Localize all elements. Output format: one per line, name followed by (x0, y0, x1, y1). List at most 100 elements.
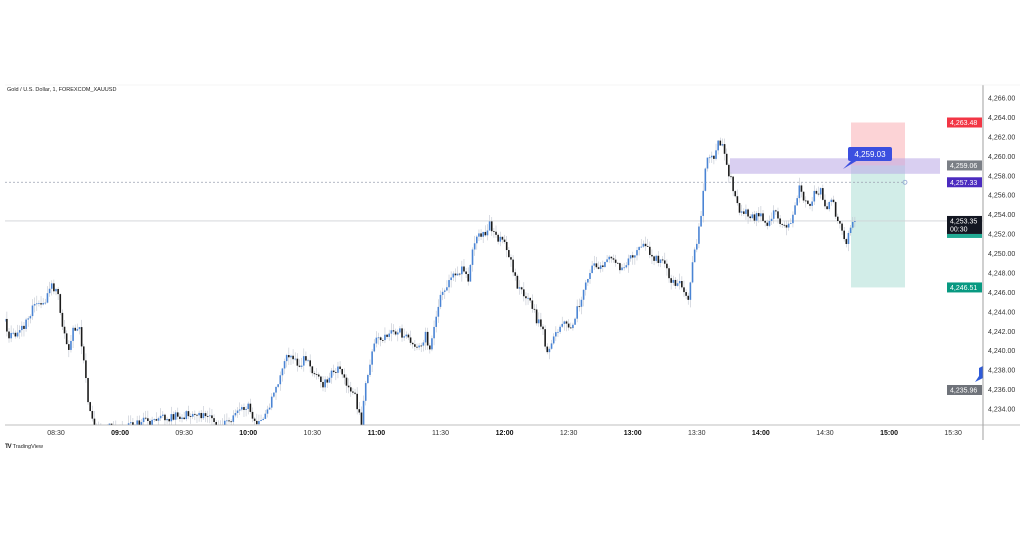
candle (330, 367, 333, 384)
candle-body (179, 416, 181, 419)
candle-body (386, 334, 388, 337)
candle (371, 349, 373, 373)
candle-body (10, 332, 12, 339)
candle-body (320, 376, 322, 382)
candle (514, 268, 517, 281)
candle-body (208, 415, 211, 417)
price-tick-label: 4,248.00 (988, 270, 1015, 277)
price-label-text: 4,263.48 (950, 120, 977, 127)
candle (589, 269, 591, 284)
candle-body (480, 233, 482, 237)
candle-body (375, 337, 378, 344)
candle-body (185, 411, 188, 420)
candle-body (96, 426, 98, 434)
candle (715, 143, 717, 161)
candle-body (779, 218, 781, 224)
candle (25, 317, 27, 332)
candle (606, 254, 608, 263)
candle (309, 354, 311, 373)
candle (691, 256, 694, 284)
candle-body (702, 190, 705, 216)
candle-body (251, 411, 254, 419)
candle (678, 273, 681, 290)
candle-body (689, 282, 692, 300)
candle (157, 416, 160, 425)
candle-body (841, 223, 843, 231)
candle (187, 405, 190, 420)
candle (787, 220, 790, 231)
candle-body (78, 327, 81, 330)
candle-body (738, 203, 741, 213)
candle (14, 330, 17, 339)
candle-body (651, 254, 653, 257)
candle (578, 298, 581, 312)
candle-body (232, 415, 235, 422)
alert-marker-icon (902, 179, 908, 185)
candle-body (770, 218, 773, 221)
candle-body (557, 331, 559, 333)
candle-body (510, 257, 512, 260)
candle-body (587, 278, 589, 283)
candle-body (781, 223, 784, 225)
candle (446, 280, 448, 292)
candle-body (115, 426, 117, 428)
candle (604, 261, 606, 268)
candle (757, 207, 760, 223)
candle-body (766, 222, 769, 226)
candle (222, 418, 223, 425)
candle (352, 387, 354, 395)
candle (529, 297, 531, 303)
candle-body (809, 203, 811, 206)
candle (826, 202, 828, 210)
candle-body (670, 278, 672, 283)
candle-body (243, 407, 245, 410)
candle (63, 320, 66, 339)
candle (535, 304, 538, 326)
candle (486, 224, 489, 241)
candle (55, 288, 57, 296)
candle (339, 361, 341, 373)
candle-body (332, 370, 335, 373)
candle (10, 325, 12, 343)
candle-body (46, 293, 49, 303)
candle (742, 208, 745, 216)
candle-body (463, 266, 465, 272)
candle (401, 324, 403, 342)
candle-body (16, 332, 19, 337)
candle-body (450, 277, 452, 281)
candle (113, 421, 114, 425)
candle (522, 282, 525, 302)
candle-body (401, 328, 403, 338)
time-tick-label: 15:00 (880, 430, 898, 437)
candle (172, 411, 175, 421)
candle-body (53, 283, 55, 292)
price-tick-label: 4,256.00 (988, 193, 1015, 200)
candle (134, 424, 136, 425)
candle-body (546, 346, 549, 353)
candle (597, 261, 600, 270)
candle-body (422, 342, 425, 346)
candle-body (218, 426, 220, 427)
candle (420, 342, 423, 353)
candle (732, 176, 734, 197)
candle (717, 140, 719, 155)
candle (708, 154, 711, 164)
candle (85, 353, 87, 383)
candle-body (23, 325, 25, 329)
candle-body (693, 249, 696, 263)
candle-body (403, 336, 405, 338)
candle (819, 187, 822, 199)
candle-body (569, 327, 572, 329)
candle (836, 213, 839, 224)
candle-body (631, 255, 634, 258)
candle-body (777, 211, 779, 219)
time-tick-label: 13:30 (688, 430, 706, 437)
candle-body (728, 164, 730, 177)
candle (294, 352, 297, 361)
candle-body (93, 418, 96, 425)
candle (290, 354, 292, 365)
candle (136, 415, 138, 425)
current-price-text: 4,253.35 (950, 218, 977, 225)
candle-body (228, 420, 230, 422)
